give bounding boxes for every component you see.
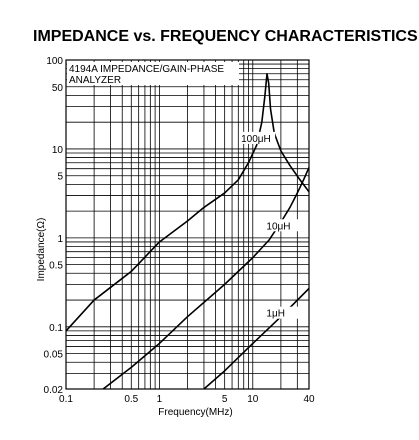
x-tick-label: 40	[303, 394, 315, 405]
y-tick-label: 100	[46, 56, 63, 67]
x-tick-label: 0.1	[59, 394, 73, 405]
chart-title: IMPEDANCE vs. FREQUENCY CHARACTERISTICS	[33, 28, 418, 45]
series-label-background	[239, 131, 276, 144]
y-tick-label: 0.5	[49, 261, 63, 272]
x-axis-label: Frequency(MHz)	[158, 407, 232, 418]
annotation-background	[67, 62, 239, 85]
y-tick-label: 50	[52, 83, 64, 94]
y-tick-label: 0.05	[44, 350, 64, 361]
series-curve-2	[102, 167, 309, 389]
y-tick-label: 5	[57, 172, 63, 183]
series-label-3: 1μH	[266, 309, 285, 320]
y-tick-labels: 0.02 0.05 0.1 0.5 1 5 10 50 100	[44, 56, 64, 396]
plot-frame	[65, 59, 310, 390]
series-curve-3	[203, 287, 309, 389]
annotation-line-1: 4194A IMPEDANCE/GAIN-PHASE	[69, 64, 224, 75]
series-labels: 100μH 10μH 1μH	[239, 131, 301, 320]
series-label-background	[264, 306, 301, 319]
annotation-line-2: ANALYZER	[69, 75, 121, 86]
x-tick-label: 5	[222, 394, 228, 405]
y-tick-label: 0.02	[44, 385, 64, 396]
x-tick-labels: 0.1 0.5 1 5 10 40	[59, 394, 315, 405]
x-tick-label: 0.5	[124, 394, 138, 405]
y-tick-label: 1	[57, 234, 63, 245]
series-label-background	[264, 219, 301, 232]
y-axis-label: Impedance(Ω)	[36, 218, 47, 282]
series-label-1: 100μH	[241, 134, 271, 145]
x-tick-label: 10	[247, 394, 259, 405]
x-tick-label: 1	[157, 394, 163, 405]
y-tick-label: 0.1	[49, 323, 63, 334]
y-tick-label: 10	[52, 145, 64, 156]
series-label-2: 10μH	[266, 221, 290, 232]
